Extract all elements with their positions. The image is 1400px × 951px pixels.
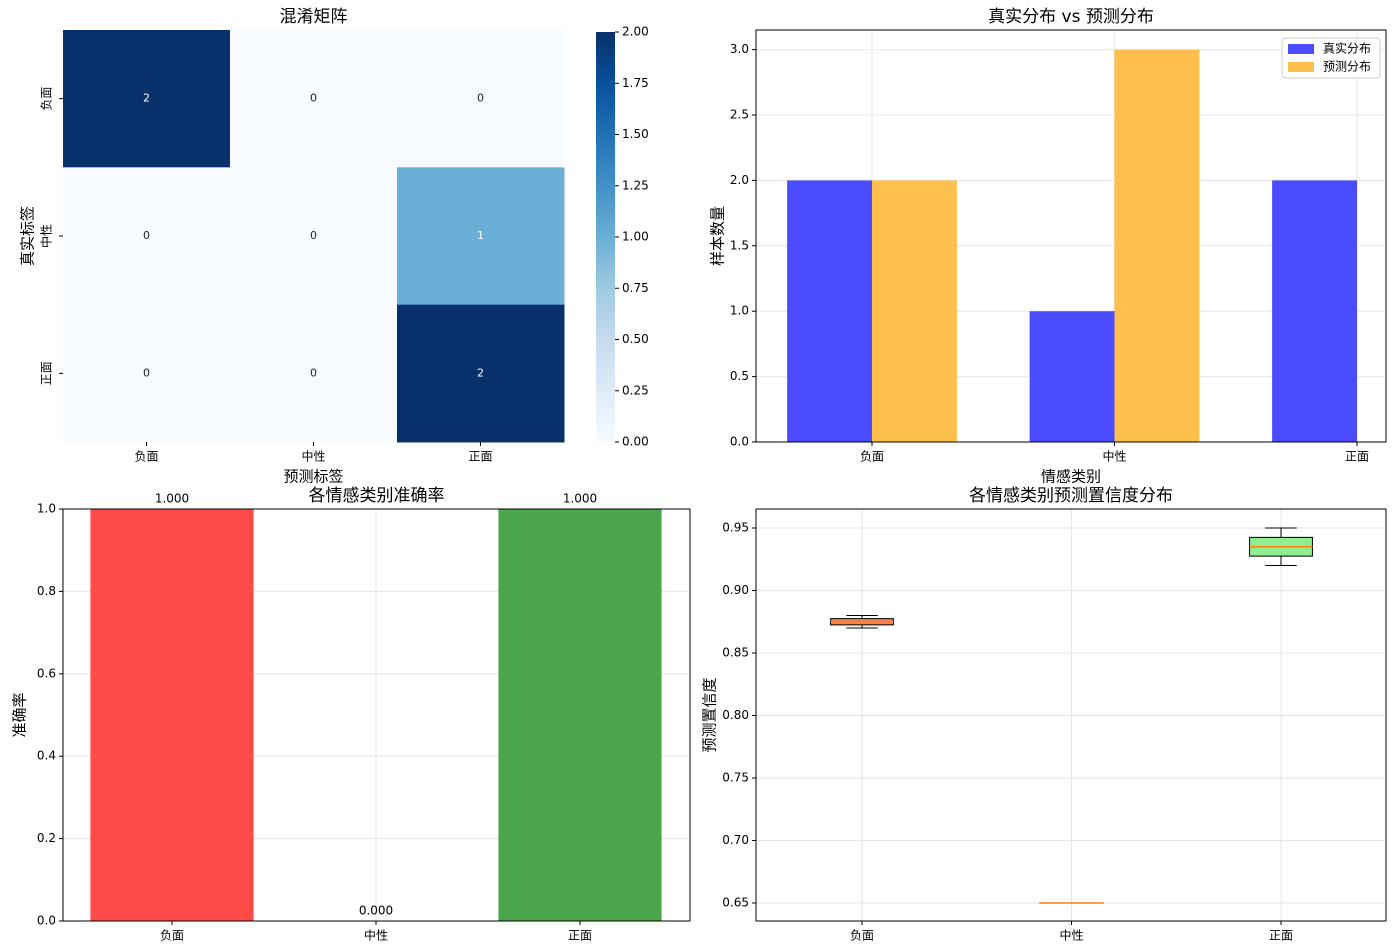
y-tick-label: 1.0: [730, 304, 749, 318]
chart-title: 真实分布 vs 预测分布: [988, 7, 1154, 27]
x-tick-label: 负面: [860, 450, 884, 464]
heatmap-cell: [230, 30, 398, 168]
y-tick-label: 1.0: [37, 502, 56, 516]
x-tick-label: 中性: [301, 449, 325, 464]
bar: [1029, 311, 1115, 442]
x-tick-label: 负面: [160, 929, 184, 943]
chart-title: 各情感类别准确率: [309, 486, 445, 506]
value-label: 1.000: [155, 492, 189, 506]
axes-frame: [755, 29, 1387, 443]
y-tick-label: 0.2: [37, 831, 56, 845]
cell-label: 0: [310, 92, 317, 105]
x-tick-label: 负面: [850, 929, 874, 943]
x-tick-label: 中性: [1102, 449, 1126, 464]
y-tick-label: 0.85: [722, 646, 749, 660]
heatmap-cell: [63, 304, 231, 443]
axes-frame: [755, 508, 1387, 922]
legend-swatch: [1288, 44, 1314, 54]
x-axis-label: 情感类别: [1041, 468, 1101, 486]
y-tick-label: 0.80: [722, 708, 749, 722]
y-tick-label: 0.0: [37, 914, 56, 928]
y-tick-label: 2.0: [730, 173, 749, 187]
y-tick-label: 1.5: [730, 238, 749, 252]
y-tick-label: 正面: [40, 361, 54, 385]
cell-label: 0: [143, 229, 150, 242]
value-label: 0.000: [359, 904, 393, 918]
bar: [1114, 49, 1200, 442]
bar: [872, 180, 957, 442]
cell-label: 1: [477, 229, 484, 242]
chart-title: 混淆矩阵: [280, 7, 348, 27]
x-tick-label: 正面: [1345, 450, 1369, 464]
x-tick-label: 正面: [568, 929, 592, 943]
axes-frame: [62, 508, 691, 922]
colorbar-tick-label: 2.00: [622, 25, 649, 39]
y-tick-label: 0.8: [37, 584, 56, 598]
bar: [1272, 180, 1357, 442]
y-tick-label: 2.5: [730, 108, 749, 122]
colorbar-tick-label: 1.50: [622, 127, 649, 141]
y-tick-label: 3.0: [730, 42, 749, 56]
colorbar-tick-label: 1.00: [622, 230, 649, 244]
colorbar: [596, 32, 615, 442]
heatmap-cell: [397, 304, 565, 443]
y-tick-label: 0.0: [730, 435, 749, 449]
legend-label: 真实分布: [1323, 41, 1371, 56]
colorbar-tick-label: 0.25: [622, 383, 649, 397]
x-tick-label: 中性: [1059, 928, 1083, 943]
cell-label: 0: [310, 229, 317, 242]
y-tick-label: 0.90: [722, 583, 749, 597]
heatmap-cell: [63, 30, 231, 168]
y-axis-label: 预测置信度: [701, 677, 719, 752]
y-tick-label: 0.4: [37, 749, 56, 763]
y-tick-label: 0.6: [37, 666, 56, 680]
y-tick-label: 0.75: [722, 771, 749, 785]
y-tick-label: 0.5: [730, 369, 749, 383]
value-label: 1.000: [563, 492, 597, 506]
cell-label: 0: [143, 366, 150, 379]
colorbar-tick-label: 1.25: [622, 178, 649, 192]
cell-label: 0: [310, 366, 317, 379]
bar: [90, 509, 254, 921]
y-axis-label: 准确率: [11, 692, 29, 737]
x-tick-label: 正面: [1269, 929, 1293, 943]
heatmap-cell: [397, 167, 565, 306]
chart-title: 各情感类别预测置信度分布: [969, 486, 1173, 506]
cell-label: 2: [477, 366, 484, 379]
x-tick-label: 负面: [134, 450, 158, 464]
legend-label: 预测分布: [1323, 60, 1371, 74]
heatmap-cell: [397, 30, 565, 168]
x-axis-label: 预测标签: [283, 468, 343, 486]
colorbar-tick-label: 0.50: [622, 332, 649, 346]
heatmap-cell: [230, 167, 398, 306]
y-axis-label: 真实标签: [19, 206, 37, 266]
bar: [787, 180, 872, 442]
x-tick-label: 中性: [364, 928, 388, 943]
heatmap-cell: [63, 167, 231, 306]
cell-label: 0: [477, 92, 484, 105]
colorbar-tick-label: 1.75: [622, 76, 649, 90]
y-tick-label: 0.95: [722, 521, 749, 535]
colorbar-tick-label: 0.00: [622, 435, 649, 449]
y-axis-label: 样本数量: [709, 206, 727, 266]
y-tick-label: 中性: [39, 224, 54, 248]
bar: [498, 509, 662, 921]
colorbar-tick-label: 0.75: [622, 281, 649, 295]
cell-label: 2: [143, 92, 150, 105]
heatmap-cell: [230, 304, 398, 443]
legend-swatch: [1288, 62, 1314, 72]
y-tick-label: 负面: [40, 87, 54, 111]
x-tick-label: 正面: [468, 450, 492, 464]
y-tick-label: 0.65: [722, 896, 749, 910]
y-tick-label: 0.70: [722, 833, 749, 847]
